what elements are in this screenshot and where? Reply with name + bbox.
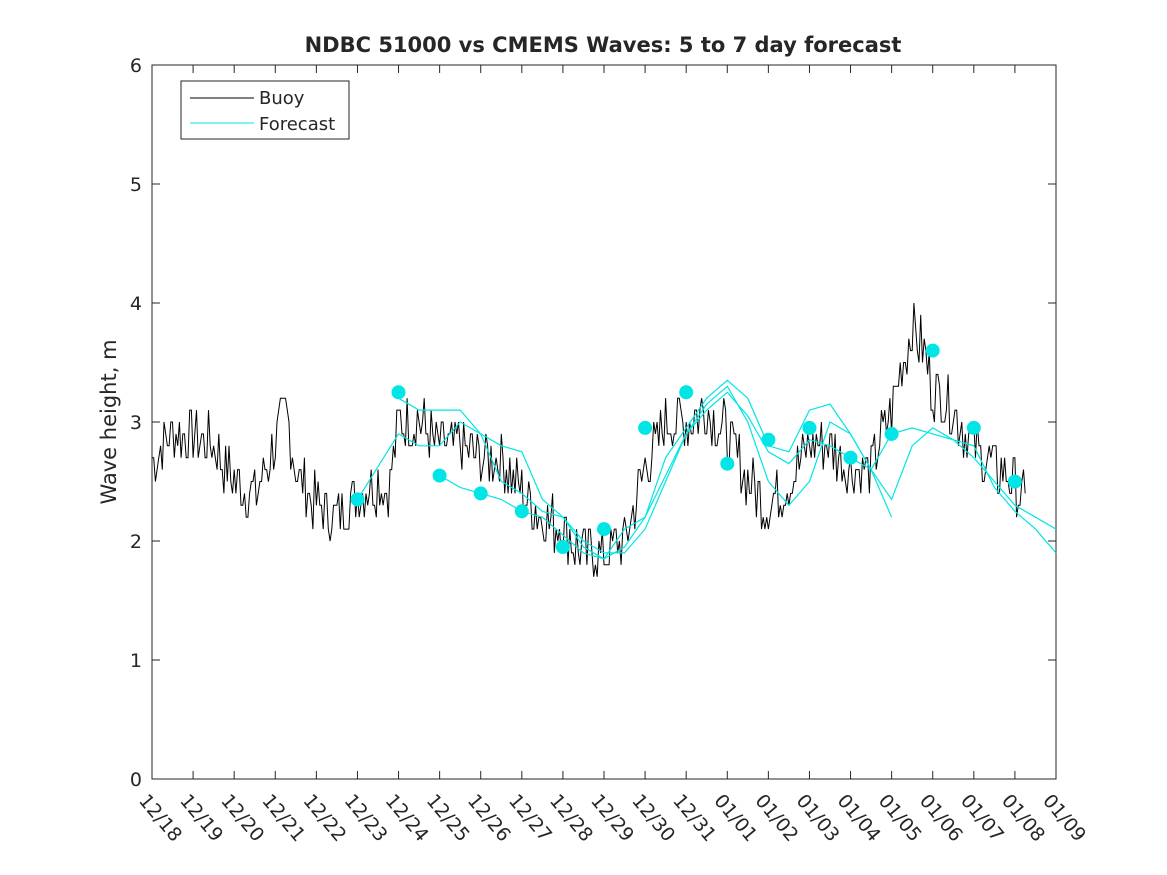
y-tick-label: 5	[130, 174, 142, 196]
y-axis: 0 1 2 3 4 5 6	[130, 55, 1056, 791]
x-tick-label: 12/22	[299, 790, 351, 846]
buoy-line	[152, 302, 1026, 577]
forecast-point	[761, 432, 776, 447]
forecast-point	[514, 504, 529, 519]
x-tick-label: 12/29	[586, 790, 638, 846]
x-tick-label: 12/26	[463, 790, 515, 846]
x-tick-label: 01/02	[751, 790, 803, 846]
forecast-point	[432, 468, 447, 483]
forecast-point	[925, 343, 940, 358]
x-tick-label: 01/09	[1038, 790, 1090, 846]
forecast-points	[350, 343, 1022, 554]
x-tick-label: 12/20	[216, 790, 268, 846]
forecast-point	[597, 522, 611, 537]
legend: Buoy Forecast	[180, 80, 350, 140]
x-tick-label: 12/28	[545, 790, 597, 846]
x-tick-label: 12/25	[422, 790, 474, 846]
forecast-point	[473, 486, 488, 501]
forecast-series	[356, 379, 1057, 560]
y-tick-label: 1	[130, 650, 142, 672]
x-tick-label: 01/08	[997, 790, 1049, 846]
forecast-point	[391, 385, 406, 400]
x-tick-label: 01/07	[956, 790, 1008, 846]
y-tick-label: 3	[130, 412, 142, 434]
x-tick-label: 12/30	[627, 790, 679, 846]
legend-box	[180, 80, 350, 140]
x-tick-label: 12/31	[668, 790, 720, 846]
x-tick-label: 12/21	[257, 790, 309, 846]
chart-title: NDBC 51000 vs CMEMS Waves: 5 to 7 day fo…	[305, 33, 902, 57]
forecast-point	[679, 385, 694, 400]
forecast-point	[966, 420, 981, 435]
forecast-point	[720, 456, 735, 471]
buoy-series	[152, 302, 1026, 577]
y-tick-label: 0	[130, 769, 142, 791]
forecast-point	[555, 540, 570, 554]
x-tick-label: 01/01	[709, 790, 761, 846]
x-tick-label: 12/27	[504, 790, 556, 846]
y-axis-label: Wave height, m	[97, 339, 121, 504]
forecast-point	[802, 420, 817, 435]
forecast-point	[884, 426, 899, 441]
forecast-line	[439, 391, 1057, 560]
y-tick-label: 2	[130, 531, 142, 553]
forecast-point	[350, 492, 365, 507]
y-tick-label: 4	[130, 293, 142, 315]
x-tick-label: 01/06	[915, 790, 967, 846]
x-tick-label: 12/23	[340, 790, 392, 846]
forecast-line	[356, 385, 893, 554]
x-tick-label: 01/05	[874, 790, 926, 846]
forecast-point	[638, 420, 653, 435]
plot-area	[151, 64, 1057, 780]
legend-buoy-label: Buoy	[259, 88, 305, 109]
x-tick-label: 01/03	[792, 790, 844, 846]
y-tick-label: 6	[130, 55, 142, 77]
forecast-point	[843, 450, 858, 465]
forecast-point	[1007, 474, 1022, 489]
x-tick-label: 12/19	[175, 790, 227, 846]
x-tick-label: 12/24	[381, 790, 433, 846]
legend-forecast-label: Forecast	[259, 114, 335, 135]
x-tick-label: 12/18	[134, 790, 186, 846]
x-tick-label: 01/04	[833, 790, 885, 846]
forecast-line	[398, 379, 1057, 560]
